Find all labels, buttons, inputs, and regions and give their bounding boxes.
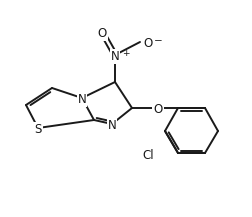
Text: O: O: [153, 103, 163, 116]
Text: Cl: Cl: [142, 149, 154, 162]
Text: O: O: [143, 37, 152, 50]
Text: O: O: [97, 27, 107, 40]
Text: N: N: [78, 93, 86, 106]
Text: S: S: [34, 123, 42, 136]
Text: N: N: [111, 50, 119, 63]
Text: −: −: [154, 36, 163, 46]
Text: N: N: [108, 119, 116, 132]
Text: +: +: [122, 49, 130, 58]
